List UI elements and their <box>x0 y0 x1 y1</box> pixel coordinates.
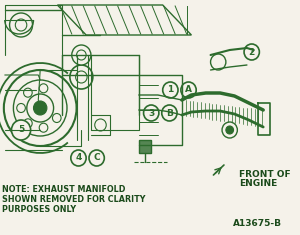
Text: 3: 3 <box>148 109 154 118</box>
Text: A13675-B: A13675-B <box>233 219 282 228</box>
Text: 2: 2 <box>249 47 255 56</box>
Text: PURPOSES ONLY: PURPOSES ONLY <box>2 205 76 214</box>
Circle shape <box>11 120 31 140</box>
Circle shape <box>226 126 233 134</box>
Circle shape <box>244 44 260 60</box>
Circle shape <box>34 101 47 115</box>
Circle shape <box>144 105 159 121</box>
Text: A: A <box>185 86 192 94</box>
Text: 4: 4 <box>75 153 82 162</box>
Circle shape <box>163 82 178 98</box>
Text: ENGINE: ENGINE <box>239 179 278 188</box>
Text: NOTE: EXHAUST MANIFOLD: NOTE: EXHAUST MANIFOLD <box>2 185 125 194</box>
Circle shape <box>162 105 177 121</box>
Circle shape <box>181 82 196 98</box>
Text: 1: 1 <box>167 86 173 94</box>
Text: 5: 5 <box>18 125 24 134</box>
Text: B: B <box>166 109 173 118</box>
Circle shape <box>89 150 104 166</box>
Text: SHOWN REMOVED FOR CLARITY: SHOWN REMOVED FOR CLARITY <box>2 195 146 204</box>
Polygon shape <box>139 140 151 153</box>
Text: C: C <box>93 153 100 162</box>
Circle shape <box>71 150 86 166</box>
Circle shape <box>72 45 91 65</box>
Text: FRONT OF: FRONT OF <box>239 170 291 179</box>
